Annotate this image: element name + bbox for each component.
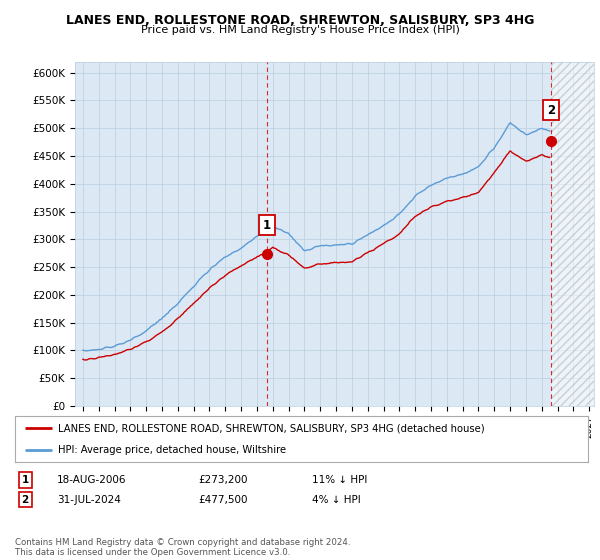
Text: 1: 1: [263, 219, 271, 232]
Text: 2: 2: [547, 104, 555, 116]
Text: 1: 1: [22, 475, 29, 485]
Text: 2: 2: [22, 494, 29, 505]
Text: £273,200: £273,200: [198, 475, 248, 485]
Text: Price paid vs. HM Land Registry's House Price Index (HPI): Price paid vs. HM Land Registry's House …: [140, 25, 460, 35]
Text: 18-AUG-2006: 18-AUG-2006: [57, 475, 127, 485]
Text: 31-JUL-2024: 31-JUL-2024: [57, 494, 121, 505]
Text: £477,500: £477,500: [198, 494, 248, 505]
Text: 4% ↓ HPI: 4% ↓ HPI: [312, 494, 361, 505]
Text: 11% ↓ HPI: 11% ↓ HPI: [312, 475, 367, 485]
Text: Contains HM Land Registry data © Crown copyright and database right 2024.
This d: Contains HM Land Registry data © Crown c…: [15, 538, 350, 557]
Text: HPI: Average price, detached house, Wiltshire: HPI: Average price, detached house, Wilt…: [58, 445, 286, 455]
Text: LANES END, ROLLESTONE ROAD, SHREWTON, SALISBURY, SP3 4HG (detached house): LANES END, ROLLESTONE ROAD, SHREWTON, SA…: [58, 423, 485, 433]
Text: LANES END, ROLLESTONE ROAD, SHREWTON, SALISBURY, SP3 4HG: LANES END, ROLLESTONE ROAD, SHREWTON, SA…: [66, 14, 534, 27]
